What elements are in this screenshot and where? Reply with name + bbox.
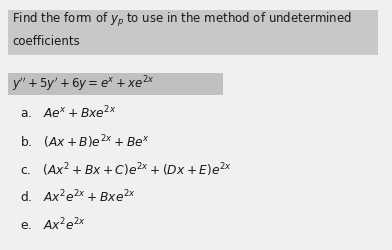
Text: b.   $(Ax + B)e^{2x} + Be^x$: b. $(Ax + B)e^{2x} + Be^x$ — [20, 133, 149, 150]
Text: coefficients: coefficients — [12, 35, 80, 48]
Text: e.   $Ax^2e^{2x}$: e. $Ax^2e^{2x}$ — [20, 217, 85, 234]
Text: Find the form of $y_p$ to use in the method of undetermined: Find the form of $y_p$ to use in the met… — [12, 11, 352, 29]
Text: $y'' + 5y' + 6y = e^x + xe^{2x}$: $y'' + 5y' + 6y = e^x + xe^{2x}$ — [12, 74, 154, 94]
Text: d.   $Ax^2e^{2x} + Bxe^{2x}$: d. $Ax^2e^{2x} + Bxe^{2x}$ — [20, 189, 135, 206]
Text: a.   $Ae^x + Bxe^{2x}$: a. $Ae^x + Bxe^{2x}$ — [20, 105, 116, 122]
Text: c.   $(Ax^2 + Bx + C)e^{2x} + (Dx + E)e^{2x}$: c. $(Ax^2 + Bx + C)e^{2x} + (Dx + E)e^{2… — [20, 161, 231, 178]
